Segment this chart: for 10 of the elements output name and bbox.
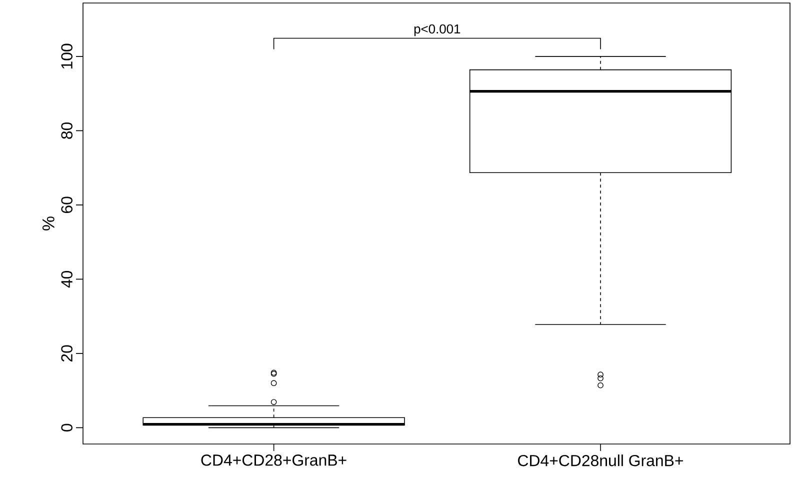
y-tick-label: 20: [61, 345, 72, 362]
y-tick-label: 0: [61, 424, 72, 432]
y-axis-title: %: [42, 216, 54, 230]
x-tick-label: CD4+CD28null GranB+: [518, 454, 683, 466]
annotation: p<0.001: [414, 24, 460, 36]
x-tick-label: CD4+CD28+GranB+: [201, 454, 346, 466]
y-tick-label: 60: [61, 196, 72, 213]
y-tick-label: 100: [61, 44, 72, 69]
y-tick-label: 80: [61, 122, 72, 139]
y-tick-label: 40: [61, 270, 72, 288]
